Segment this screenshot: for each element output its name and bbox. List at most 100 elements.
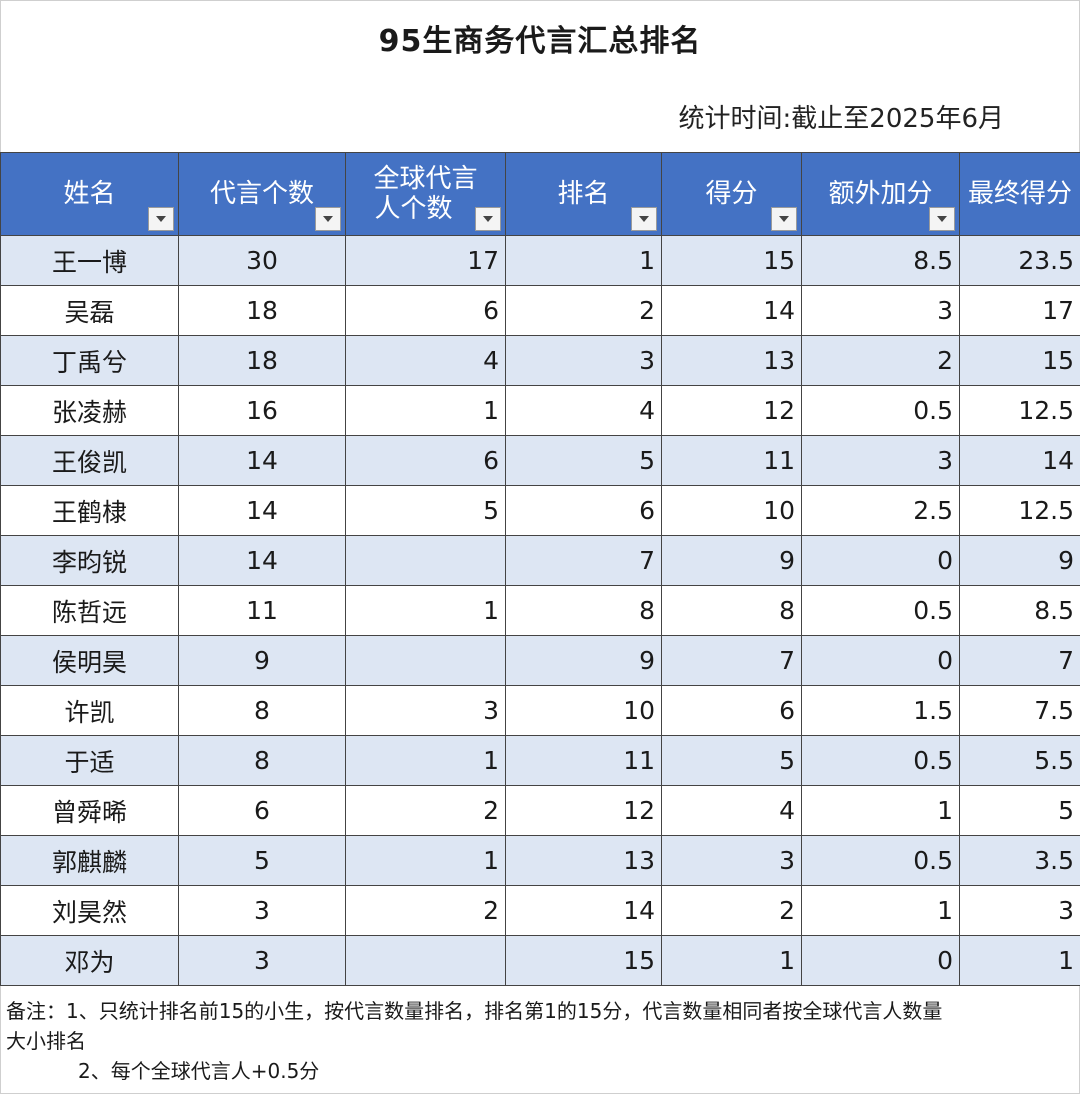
cell-rank: 15 bbox=[505, 935, 662, 986]
table-row: 李昀锐 14 7 9 0 9 bbox=[0, 535, 1080, 586]
page-title: 95生商务代言汇总排名 bbox=[378, 24, 702, 59]
cell-final-score: 9 bbox=[959, 535, 1080, 586]
cell-name: 吴磊 bbox=[0, 285, 179, 336]
cell-bonus: 0 bbox=[801, 935, 960, 986]
cell-final-score: 3.5 bbox=[959, 835, 1080, 886]
note-line-2: 大小排名 bbox=[6, 1029, 86, 1053]
filter-dropdown-button[interactable] bbox=[315, 207, 341, 231]
header-label: 代言个数 bbox=[209, 179, 314, 209]
ranking-table: 姓名 代言个数 全球代言 人个数 排名 得分 额外加分 bbox=[0, 152, 1080, 986]
chevron-down-icon bbox=[937, 216, 947, 222]
table-row: 吴磊 18 6 2 14 3 17 bbox=[0, 285, 1080, 336]
header-label-line2: 人个数 bbox=[374, 194, 453, 224]
cell-endorsement-count: 18 bbox=[178, 285, 346, 336]
chevron-down-icon bbox=[639, 216, 649, 222]
table-row: 王鹤棣 14 5 6 10 2.5 12.5 bbox=[0, 485, 1080, 536]
cell-rank: 12 bbox=[505, 785, 662, 836]
cell-rank: 6 bbox=[505, 485, 662, 536]
cell-final-score: 7 bbox=[959, 635, 1080, 686]
cell-rank: 7 bbox=[505, 535, 662, 586]
header-endorsement-count: 代言个数 bbox=[178, 152, 346, 236]
filter-dropdown-button[interactable] bbox=[929, 207, 955, 231]
cell-rank: 9 bbox=[505, 635, 662, 686]
cell-name: 李昀锐 bbox=[0, 535, 179, 586]
cell-name: 邓为 bbox=[0, 935, 179, 986]
cell-global-ambassador-count: 1 bbox=[345, 385, 506, 436]
cell-rank: 1 bbox=[505, 235, 662, 286]
cell-score: 8 bbox=[661, 585, 802, 636]
chevron-down-icon bbox=[323, 216, 333, 222]
cell-global-ambassador-count bbox=[345, 635, 506, 686]
cell-endorsement-count: 14 bbox=[178, 535, 346, 586]
cell-global-ambassador-count bbox=[345, 535, 506, 586]
cell-endorsement-count: 14 bbox=[178, 485, 346, 536]
table-row: 王一博 30 17 1 15 8.5 23.5 bbox=[0, 235, 1080, 286]
cell-name: 王鹤棣 bbox=[0, 485, 179, 536]
table-row: 王俊凯 14 6 5 11 3 14 bbox=[0, 435, 1080, 486]
cell-final-score: 12.5 bbox=[959, 485, 1080, 536]
header-label: 最终得分 bbox=[967, 179, 1072, 209]
cell-score: 10 bbox=[661, 485, 802, 536]
cell-bonus: 1.5 bbox=[801, 685, 960, 736]
header-label: 得分 bbox=[705, 179, 758, 209]
cell-score: 13 bbox=[661, 335, 802, 386]
cell-score: 3 bbox=[661, 835, 802, 886]
cell-rank: 13 bbox=[505, 835, 662, 886]
cell-name: 侯明昊 bbox=[0, 635, 179, 686]
stat-time-label: 统计时间:截止至2025年6月 bbox=[678, 104, 1004, 134]
table-row: 侯明昊 9 9 7 0 7 bbox=[0, 635, 1080, 686]
header-label: 排名 bbox=[557, 179, 610, 209]
cell-name: 郭麒麟 bbox=[0, 835, 179, 886]
cell-final-score: 7.5 bbox=[959, 685, 1080, 736]
cell-final-score: 8.5 bbox=[959, 585, 1080, 636]
chevron-down-icon bbox=[483, 216, 493, 222]
cell-global-ambassador-count: 17 bbox=[345, 235, 506, 286]
chevron-down-icon bbox=[156, 216, 166, 222]
cell-rank: 5 bbox=[505, 435, 662, 486]
cell-global-ambassador-count: 5 bbox=[345, 485, 506, 536]
cell-endorsement-count: 3 bbox=[178, 935, 346, 986]
cell-final-score: 17 bbox=[959, 285, 1080, 336]
filter-dropdown-button[interactable] bbox=[631, 207, 657, 231]
table-body: 王一博 30 17 1 15 8.5 23.5 吴磊 18 6 2 14 3 17 丁禹兮 18 4 3 13 2 15… bbox=[0, 235, 1080, 986]
cell-bonus: 0.5 bbox=[801, 835, 960, 886]
cell-global-ambassador-count: 1 bbox=[345, 735, 506, 786]
filter-dropdown-button[interactable] bbox=[148, 207, 174, 231]
cell-score: 6 bbox=[661, 685, 802, 736]
cell-final-score: 23.5 bbox=[959, 235, 1080, 286]
cell-name: 王俊凯 bbox=[0, 435, 179, 486]
cell-bonus: 0.5 bbox=[801, 585, 960, 636]
cell-endorsement-count: 8 bbox=[178, 735, 346, 786]
table-row: 邓为 3 15 1 0 1 bbox=[0, 935, 1080, 986]
header-row: 姓名 代言个数 全球代言 人个数 排名 得分 额外加分 bbox=[0, 152, 1080, 236]
cell-bonus: 2 bbox=[801, 335, 960, 386]
cell-score: 5 bbox=[661, 735, 802, 786]
filter-dropdown-button[interactable] bbox=[475, 207, 501, 231]
cell-global-ambassador-count: 1 bbox=[345, 585, 506, 636]
cell-score: 9 bbox=[661, 535, 802, 586]
cell-endorsement-count: 5 bbox=[178, 835, 346, 886]
cell-score: 7 bbox=[661, 635, 802, 686]
cell-score: 11 bbox=[661, 435, 802, 486]
cell-global-ambassador-count: 4 bbox=[345, 335, 506, 386]
cell-global-ambassador-count: 3 bbox=[345, 685, 506, 736]
notes-block: 备注：1、只统计排名前15的小生，按代言数量排名，排名第1的15分，代言数量相同… bbox=[6, 996, 1074, 1086]
cell-bonus: 3 bbox=[801, 435, 960, 486]
cell-rank: 4 bbox=[505, 385, 662, 436]
cell-bonus: 1 bbox=[801, 885, 960, 936]
cell-endorsement-count: 16 bbox=[178, 385, 346, 436]
table-row: 张凌赫 16 1 4 12 0.5 12.5 bbox=[0, 385, 1080, 436]
cell-global-ambassador-count: 2 bbox=[345, 785, 506, 836]
cell-name: 丁禹兮 bbox=[0, 335, 179, 386]
cell-endorsement-count: 9 bbox=[178, 635, 346, 686]
cell-global-ambassador-count: 1 bbox=[345, 835, 506, 886]
cell-rank: 8 bbox=[505, 585, 662, 636]
cell-name: 王一博 bbox=[0, 235, 179, 286]
header-global-ambassador-count: 全球代言 人个数 bbox=[345, 152, 506, 236]
cell-rank: 3 bbox=[505, 335, 662, 386]
filter-dropdown-button[interactable] bbox=[771, 207, 797, 231]
table-row: 刘昊然 3 2 14 2 1 3 bbox=[0, 885, 1080, 936]
header-bonus: 额外加分 bbox=[801, 152, 960, 236]
table-row: 郭麒麟 5 1 13 3 0.5 3.5 bbox=[0, 835, 1080, 886]
chevron-down-icon bbox=[779, 216, 789, 222]
